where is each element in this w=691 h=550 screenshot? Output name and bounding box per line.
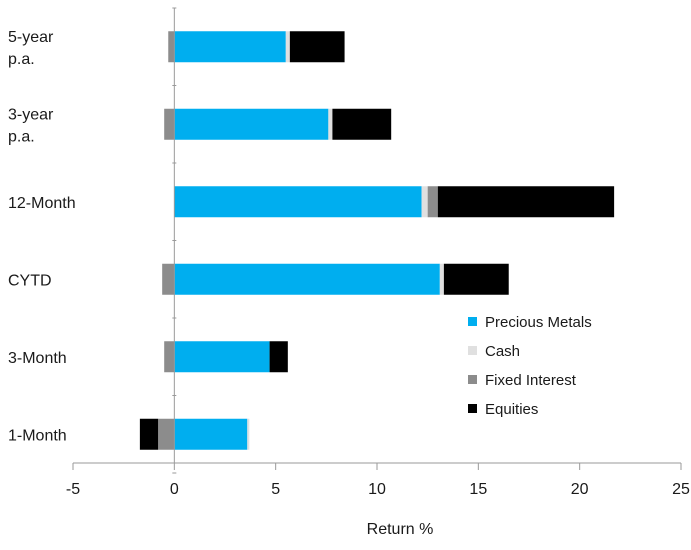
category-label: 3-Month — [8, 350, 67, 367]
legend-label-equities: Equities — [485, 401, 538, 418]
x-tick-label: 25 — [672, 481, 690, 498]
bar-3-year-p-a-precious-metals — [174, 108, 329, 140]
category-label: p.a. — [8, 128, 35, 145]
bar-5-year-p-a-precious-metals — [174, 31, 286, 63]
legend-label-cash: Cash — [485, 343, 520, 360]
bar-5-year-p-a-cash — [285, 31, 290, 63]
x-axis-title: Return % — [367, 521, 434, 538]
x-tick-label: 15 — [469, 481, 487, 498]
bar-3-year-p-a-fixed-interest — [164, 108, 175, 140]
bars-layer — [139, 31, 615, 450]
x-tick-label: -5 — [66, 481, 80, 498]
legend-swatch-cash — [468, 346, 477, 355]
bar-3-month-fixed-interest — [164, 341, 175, 373]
category-label: 12-Month — [8, 195, 76, 212]
bar-12-month-cash — [421, 186, 428, 218]
legend-swatch-equities — [468, 404, 477, 413]
bar-cytd-fixed-interest — [162, 263, 175, 295]
bar-1-month-cash — [247, 418, 250, 450]
category-labels: 5-year p.a. 3-year p.a. 12-Month CYTD 3-Month 1… — [8, 29, 76, 445]
bar-3-month-precious-metals — [174, 341, 270, 373]
category-label: 5-year — [8, 29, 54, 46]
bar-1-month-equities — [139, 418, 159, 450]
bar-cytd-precious-metals — [174, 263, 440, 295]
bar-12-month-precious-metals — [174, 186, 422, 218]
legend-label-precious-metals: Precious Metals — [485, 314, 592, 331]
legend-swatch-precious-metals — [468, 317, 477, 326]
bar-5-year-p-a-fixed-interest — [168, 31, 175, 63]
category-label: p.a. — [8, 51, 35, 68]
x-tick-label: 10 — [368, 481, 386, 498]
bar-3-year-p-a-equities — [332, 108, 392, 140]
bar-3-month-equities — [269, 341, 288, 373]
bar-12-month-equities — [437, 186, 615, 218]
category-label: 1-Month — [8, 427, 67, 444]
bar-5-year-p-a-equities — [289, 31, 345, 63]
bar-cytd-equities — [443, 263, 509, 295]
bar-3-year-p-a-cash — [328, 108, 333, 140]
x-tick-label: 20 — [571, 481, 589, 498]
bar-12-month-fixed-interest — [427, 186, 438, 218]
x-tick-label: 5 — [271, 481, 280, 498]
legend: Precious Metals Cash Fixed Interest Equitie… — [468, 314, 592, 418]
bar-1-month-fixed-interest — [158, 418, 175, 450]
bar-cytd-cash — [439, 263, 444, 295]
axes-layer: -5 0 5 10 15 20 25 Return % — [66, 7, 690, 538]
x-tick-label: 0 — [170, 481, 179, 498]
legend-swatch-fixed-interest — [468, 375, 477, 384]
legend-label-fixed-interest: Fixed Interest — [485, 372, 577, 389]
category-label: 3-year — [8, 106, 54, 123]
bar-1-month-precious-metals — [174, 418, 248, 450]
category-label: CYTD — [8, 272, 52, 289]
